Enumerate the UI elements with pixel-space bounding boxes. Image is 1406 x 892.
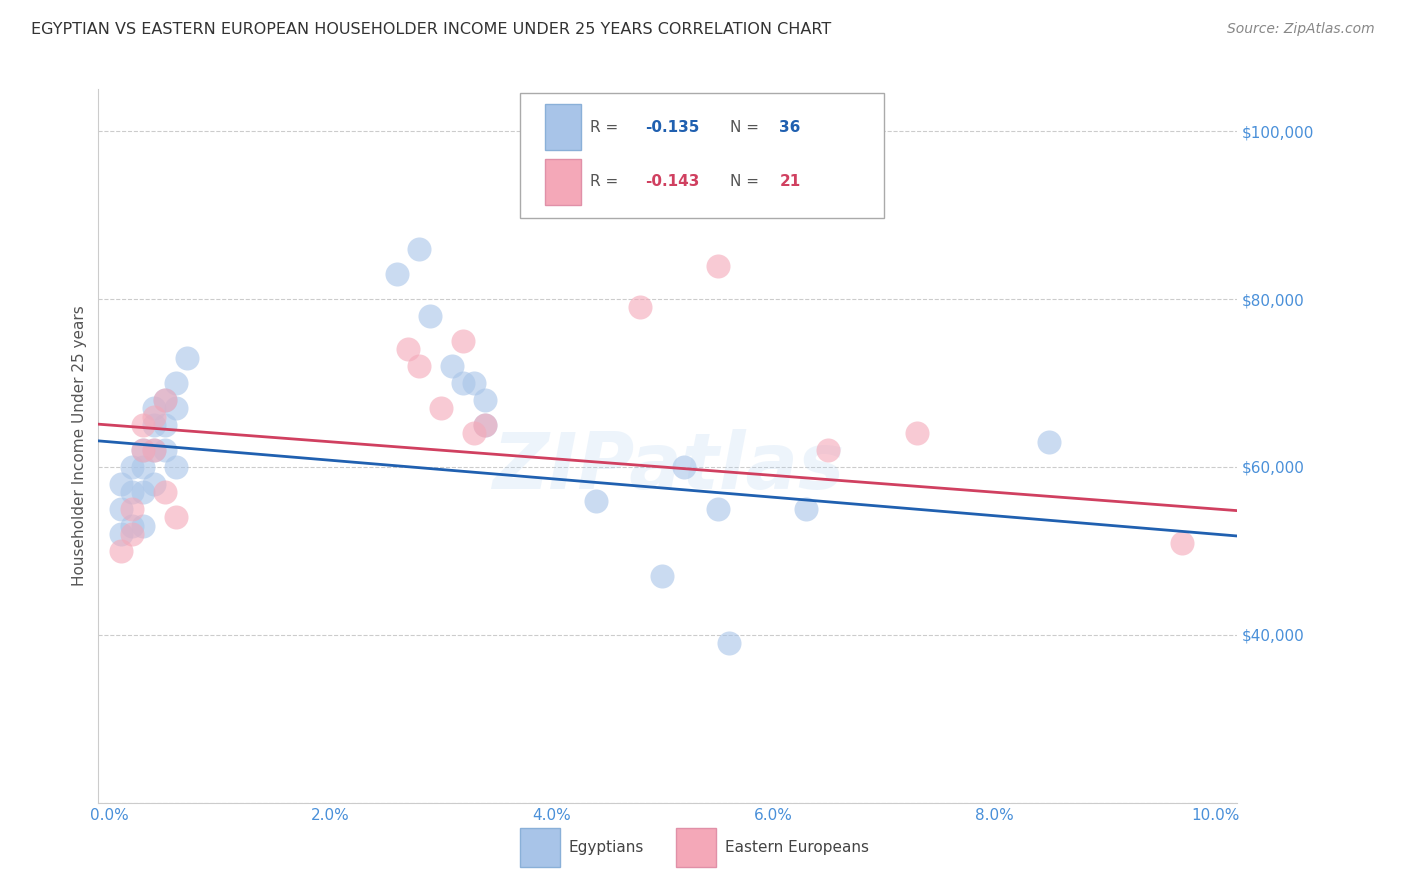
Text: R =: R =	[591, 120, 623, 135]
Point	[430, 401, 453, 416]
Point	[463, 376, 485, 390]
Point	[131, 443, 153, 458]
Point	[121, 527, 143, 541]
Point	[153, 392, 176, 407]
Point	[474, 417, 496, 432]
Point	[142, 409, 165, 424]
FancyBboxPatch shape	[546, 159, 581, 205]
Point	[441, 359, 464, 374]
Text: ZIPatlas: ZIPatlas	[492, 429, 844, 506]
Point	[153, 392, 176, 407]
Point	[176, 351, 198, 365]
Point	[817, 443, 839, 458]
Point	[408, 242, 430, 256]
Text: N =: N =	[731, 120, 765, 135]
Point	[131, 417, 153, 432]
Point	[142, 476, 165, 491]
Point	[131, 485, 153, 500]
Text: Eastern Europeans: Eastern Europeans	[725, 839, 869, 855]
Point	[673, 460, 696, 475]
Text: Egyptians: Egyptians	[569, 839, 644, 855]
Point	[153, 417, 176, 432]
Point	[131, 443, 153, 458]
Point	[453, 334, 475, 348]
Point	[110, 476, 132, 491]
Point	[142, 443, 165, 458]
Point	[110, 544, 132, 558]
Point	[121, 518, 143, 533]
Point	[706, 259, 728, 273]
Point	[110, 502, 132, 516]
Point	[628, 301, 651, 315]
Point	[121, 485, 143, 500]
Point	[165, 401, 187, 416]
Point	[905, 426, 928, 441]
Text: 36: 36	[779, 120, 801, 135]
Point	[121, 502, 143, 516]
Text: R =: R =	[591, 175, 623, 189]
Point	[385, 267, 408, 281]
Point	[1171, 535, 1194, 549]
Point	[165, 460, 187, 475]
Text: 21: 21	[779, 175, 800, 189]
Point	[131, 460, 153, 475]
Text: -0.143: -0.143	[645, 175, 699, 189]
Point	[121, 460, 143, 475]
Point	[142, 443, 165, 458]
Text: N =: N =	[731, 175, 765, 189]
Point	[419, 309, 441, 323]
Point	[651, 569, 673, 583]
Point	[153, 443, 176, 458]
Text: EGYPTIAN VS EASTERN EUROPEAN HOUSEHOLDER INCOME UNDER 25 YEARS CORRELATION CHART: EGYPTIAN VS EASTERN EUROPEAN HOUSEHOLDER…	[31, 22, 831, 37]
FancyBboxPatch shape	[520, 93, 884, 218]
Point	[1038, 434, 1060, 449]
Point	[142, 401, 165, 416]
Point	[408, 359, 430, 374]
Text: -0.135: -0.135	[645, 120, 699, 135]
Point	[474, 417, 496, 432]
Point	[165, 376, 187, 390]
Point	[396, 343, 419, 357]
Y-axis label: Householder Income Under 25 years: Householder Income Under 25 years	[72, 306, 87, 586]
Point	[165, 510, 187, 524]
Point	[153, 485, 176, 500]
Point	[717, 636, 740, 650]
FancyBboxPatch shape	[520, 828, 560, 867]
Point	[474, 392, 496, 407]
FancyBboxPatch shape	[676, 828, 716, 867]
Point	[110, 527, 132, 541]
Point	[463, 426, 485, 441]
FancyBboxPatch shape	[546, 103, 581, 150]
Text: Source: ZipAtlas.com: Source: ZipAtlas.com	[1227, 22, 1375, 37]
Point	[142, 417, 165, 432]
Point	[706, 502, 728, 516]
Point	[585, 493, 607, 508]
Point	[131, 518, 153, 533]
Point	[794, 502, 817, 516]
Point	[453, 376, 475, 390]
